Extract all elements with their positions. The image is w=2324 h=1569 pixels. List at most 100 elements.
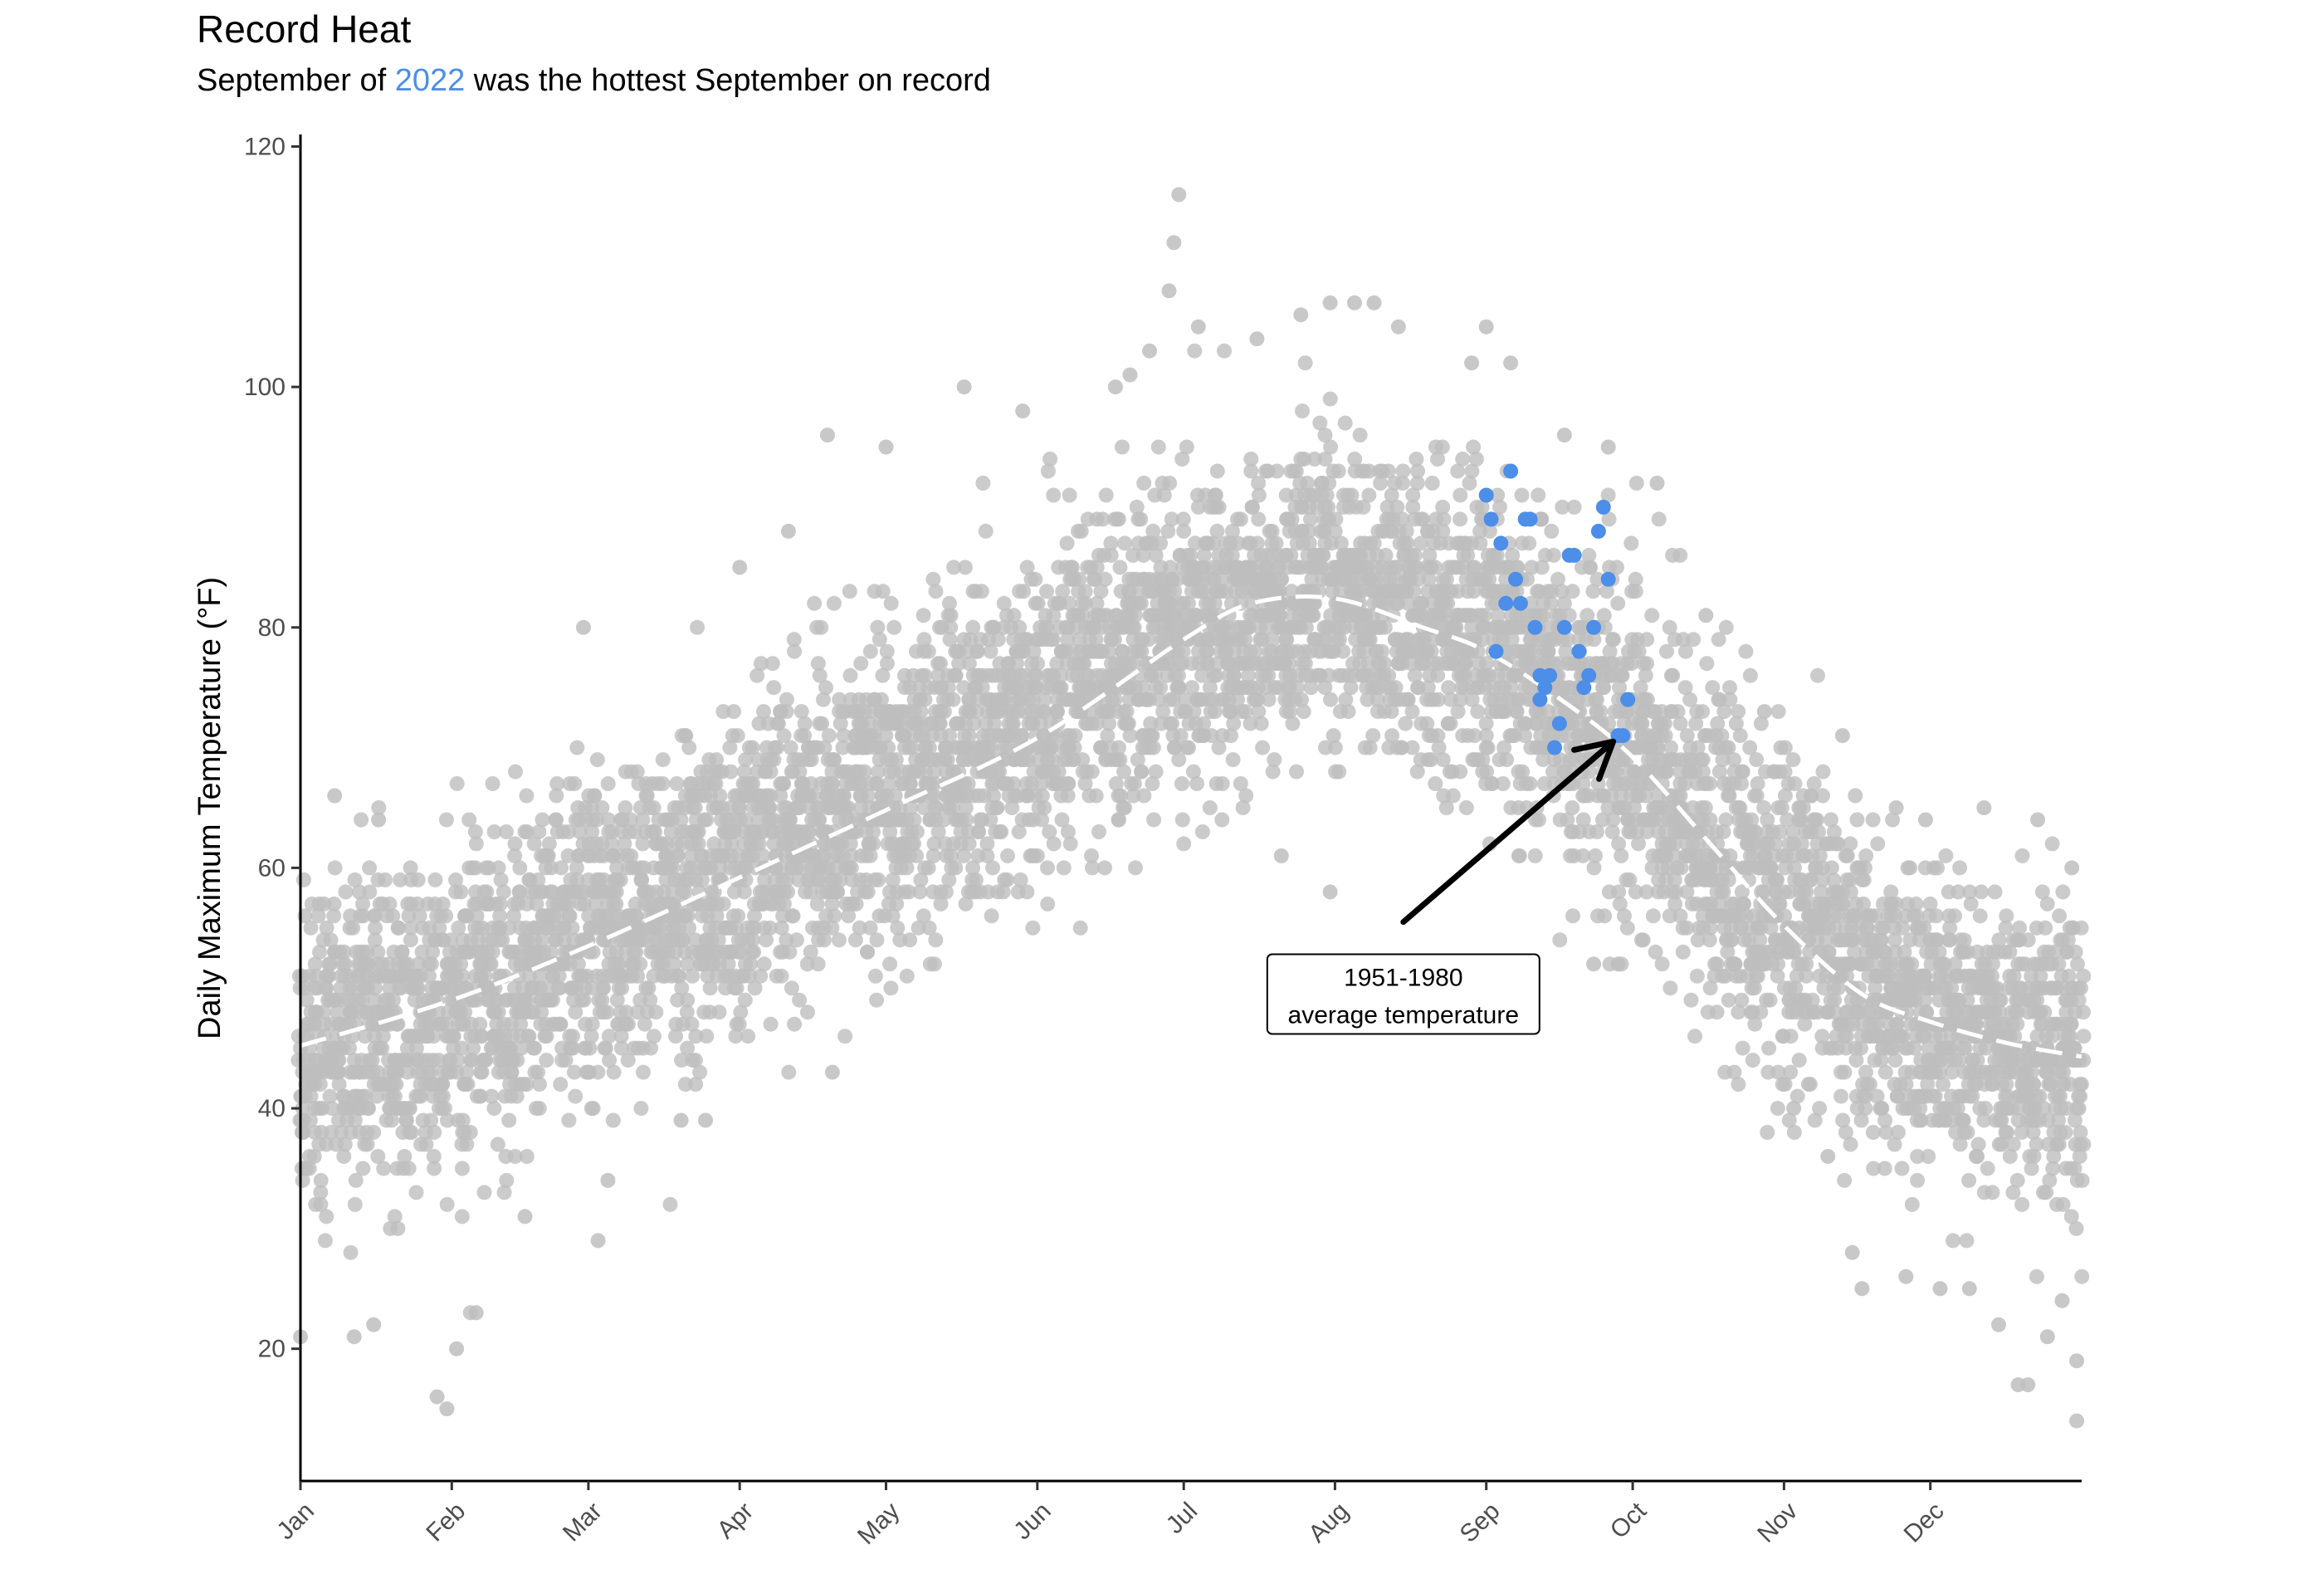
historical-point	[453, 956, 469, 972]
historical-point	[677, 884, 693, 900]
historical-point	[1511, 848, 1526, 863]
historical-point	[668, 1029, 683, 1044]
historical-point	[674, 1053, 690, 1068]
historical-point	[773, 788, 788, 804]
historical-point	[726, 704, 741, 720]
historical-point	[459, 1064, 475, 1080]
historical-point	[958, 560, 973, 575]
historical-point	[561, 824, 577, 839]
historical-point	[330, 1053, 345, 1068]
historical-point	[747, 980, 763, 996]
historical-point	[413, 1088, 428, 1104]
historical-point	[504, 1064, 520, 1080]
historical-point	[776, 728, 792, 744]
historical-point	[583, 1029, 599, 1044]
historical-point	[481, 956, 497, 972]
historical-point	[759, 932, 774, 948]
historical-point	[1238, 788, 1254, 804]
historical-point	[403, 932, 418, 948]
historical-point	[1251, 511, 1267, 527]
historical-point	[810, 956, 826, 972]
historical-point	[368, 920, 383, 936]
historical-point	[1434, 439, 1450, 455]
historical-point	[295, 1172, 310, 1188]
historical-point	[614, 980, 630, 996]
historical-point	[427, 1125, 442, 1140]
historical-point	[493, 872, 509, 887]
historical-point	[669, 776, 685, 791]
historical-point	[1452, 511, 1468, 527]
historical-point	[326, 896, 342, 912]
historical-point	[313, 1172, 329, 1188]
historical-point	[676, 932, 691, 948]
historical-point	[745, 848, 760, 863]
historical-point	[496, 884, 511, 900]
historical-point	[630, 968, 646, 984]
historical-point	[736, 764, 752, 780]
historical-point	[1732, 728, 1748, 744]
historical-point	[800, 1004, 815, 1020]
historical-point	[695, 872, 710, 887]
historical-point	[551, 968, 567, 984]
historical-point	[600, 776, 616, 791]
historical-point	[476, 1185, 492, 1200]
historical-point	[450, 1053, 466, 1068]
historical-point	[566, 1064, 582, 1080]
historical-point	[448, 872, 463, 887]
historical-point	[449, 776, 465, 791]
historical-point	[490, 1136, 505, 1152]
historical-point	[756, 956, 772, 972]
subtitle-highlight-year: 2022	[394, 63, 466, 98]
historical-point	[326, 908, 342, 924]
historical-point	[1800, 1077, 1816, 1092]
historical-point	[338, 884, 354, 900]
historical-point	[1458, 800, 1474, 815]
historical-point	[610, 956, 626, 972]
historical-point	[391, 920, 407, 936]
historical-point	[1687, 1029, 1702, 1044]
historical-point	[1609, 560, 1624, 575]
historical-point	[394, 944, 410, 960]
historical-point	[632, 956, 648, 972]
historical-point	[374, 1040, 390, 1056]
historical-point	[926, 956, 942, 972]
historical-point	[389, 1064, 405, 1080]
historical-point	[507, 836, 523, 852]
historical-point	[519, 788, 535, 804]
historical-point	[583, 1101, 599, 1117]
historical-point	[766, 752, 782, 768]
historical-point	[1760, 1125, 1775, 1140]
historical-point	[604, 836, 619, 852]
historical-point	[1409, 452, 1424, 467]
historical-point	[827, 908, 842, 924]
historical-point	[710, 932, 726, 948]
historical-point	[681, 740, 697, 755]
historical-point	[1352, 428, 1368, 443]
historical-point	[544, 884, 560, 900]
historical-point	[753, 968, 769, 984]
historical-point	[688, 1029, 704, 1044]
historical-point	[1435, 499, 1451, 515]
historical-point	[879, 643, 895, 659]
historical-point	[322, 1088, 338, 1104]
historical-point	[857, 884, 873, 900]
historical-point	[633, 872, 649, 887]
historical-point	[1091, 824, 1106, 839]
historical-point	[1565, 908, 1580, 924]
historical-point	[685, 968, 701, 984]
historical-point	[1527, 848, 1543, 863]
historical-point	[376, 1161, 392, 1176]
historical-point	[1323, 692, 1338, 707]
historical-point	[1662, 980, 1678, 996]
historical-point	[492, 908, 508, 924]
historical-point	[1028, 571, 1043, 587]
historical-point	[554, 860, 569, 876]
historical-point	[1253, 716, 1269, 731]
historical-point	[622, 812, 638, 828]
historical-point	[472, 1088, 488, 1104]
historical-point	[1365, 728, 1381, 744]
historical-point	[1194, 824, 1210, 839]
historical-point	[506, 908, 521, 924]
historical-point	[521, 968, 537, 984]
historical-point	[567, 776, 583, 791]
